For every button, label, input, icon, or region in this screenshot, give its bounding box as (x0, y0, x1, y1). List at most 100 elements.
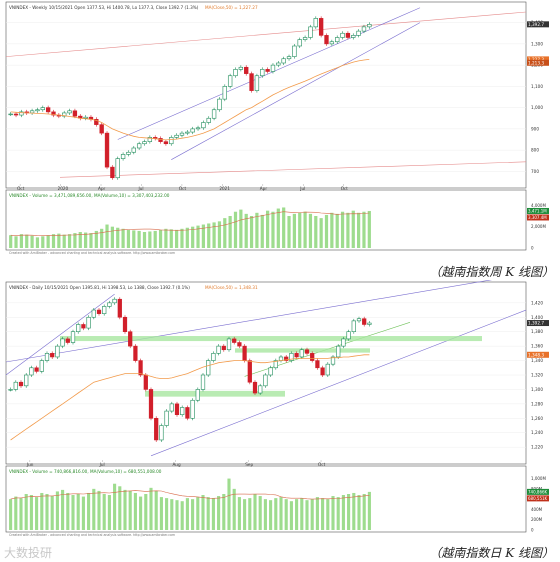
candle (110, 166, 115, 179)
candle (76, 324, 81, 332)
x-tick-label: Jun (26, 462, 34, 467)
candle (174, 403, 180, 415)
volume-bar (362, 494, 366, 530)
ma-price-tag-2-bg (527, 59, 549, 66)
candle (265, 69, 270, 72)
volume-ma-line (10, 490, 370, 500)
candle (325, 363, 330, 376)
candle (179, 132, 185, 136)
volume-bar (66, 492, 70, 530)
candle (131, 147, 136, 153)
candle (211, 109, 217, 119)
candle (115, 158, 120, 179)
volume-bar (266, 210, 270, 248)
candle (29, 110, 35, 114)
volume-bar (24, 494, 28, 530)
volume-bar (341, 495, 345, 530)
candle (55, 345, 60, 358)
volume-bar (367, 210, 371, 248)
y-tick-label: 1,420 (531, 300, 543, 305)
volume-bar (274, 498, 278, 530)
volume-bar (260, 214, 264, 248)
candle (107, 302, 112, 307)
y-tick-label: 1,320 (531, 373, 543, 378)
volume-bar (191, 499, 195, 530)
x-tick-label: Jul (137, 186, 143, 191)
volume-bar (123, 489, 127, 530)
x-tick-label: Sep (245, 462, 253, 467)
candle (44, 353, 50, 361)
weekly-ma-label: MA(Close,50) = 1,227.27 (205, 5, 258, 10)
candle (126, 151, 131, 155)
volume-bar (300, 498, 304, 530)
volume-bar (319, 218, 323, 248)
volume-bar (243, 499, 247, 530)
volume-bar (362, 211, 366, 248)
volume-last-tag: 3,471.1M (528, 209, 547, 214)
volume-bar (35, 237, 40, 248)
volume-bar (269, 500, 273, 530)
candle (244, 66, 249, 74)
ma-price-tag: 1,348.3 (528, 352, 544, 357)
candle (60, 338, 65, 347)
volume-last-tag: 740,866K (528, 489, 548, 494)
candle (117, 298, 122, 318)
candle (324, 35, 329, 45)
candle (336, 345, 341, 358)
volume-bar (51, 234, 56, 248)
volume-last-tag-bg (527, 207, 549, 214)
candle (154, 418, 159, 441)
volume-bar (295, 499, 299, 530)
candle (361, 26, 367, 32)
volume-bar (253, 494, 257, 530)
y-tick-label: 1,360 (531, 344, 543, 349)
volume-bar (217, 496, 221, 530)
volume-bar (89, 233, 93, 248)
volume-bar (148, 231, 152, 248)
volume-bar (255, 212, 259, 248)
volume-bar (237, 497, 241, 530)
volume-bar (102, 494, 106, 530)
volume-ma-tag-bg (527, 214, 549, 221)
candle (185, 407, 190, 419)
candle (252, 381, 258, 394)
candle (91, 309, 96, 318)
volume-bar (292, 213, 296, 248)
candle (284, 356, 289, 361)
x-tick-label: 2021 (219, 186, 230, 191)
candle (169, 403, 174, 412)
volume-ma-tag: 3,307.4M (528, 215, 547, 220)
ma-price-tag: 1,227.3 (528, 57, 544, 62)
candle (180, 407, 185, 415)
candle (281, 58, 286, 64)
volume-ma-tag-bg (527, 495, 549, 502)
volume-bar (159, 497, 163, 530)
volume-bar (169, 229, 173, 248)
volume-bar (139, 496, 143, 530)
volume-bar (84, 232, 88, 248)
channel-upper (5, 293, 115, 376)
volume-bar (94, 230, 98, 248)
candle (81, 324, 86, 329)
y-tick-label: 1,280 (531, 401, 543, 406)
volume-bar (279, 497, 283, 530)
candle (313, 18, 318, 28)
y-tick-label: 1,240 (531, 430, 543, 435)
candle (254, 75, 260, 91)
candle (133, 345, 138, 361)
candle (94, 119, 99, 125)
candle (112, 298, 117, 304)
candle (201, 122, 206, 129)
volume-bar (206, 497, 210, 530)
volume-y-tick-label: 1,000M (531, 476, 546, 481)
daily-credit: Created with AmiBroker - advanced charti… (9, 533, 175, 537)
red-trendline-lower (59, 161, 527, 178)
volume-bar (207, 223, 211, 248)
weekly-title: VNINDEX - Weekly 10/15/2021 Open 1377.53… (9, 5, 199, 10)
x-tick-label: Aug (172, 462, 181, 467)
y-tick-label: 1,400 (531, 315, 543, 320)
volume-bar (335, 213, 339, 248)
volume-bar (352, 492, 356, 530)
volume-bar (110, 226, 114, 248)
candle (226, 338, 232, 351)
